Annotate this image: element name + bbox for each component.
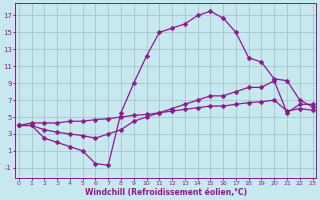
X-axis label: Windchill (Refroidissement éolien,°C): Windchill (Refroidissement éolien,°C): [85, 188, 247, 197]
